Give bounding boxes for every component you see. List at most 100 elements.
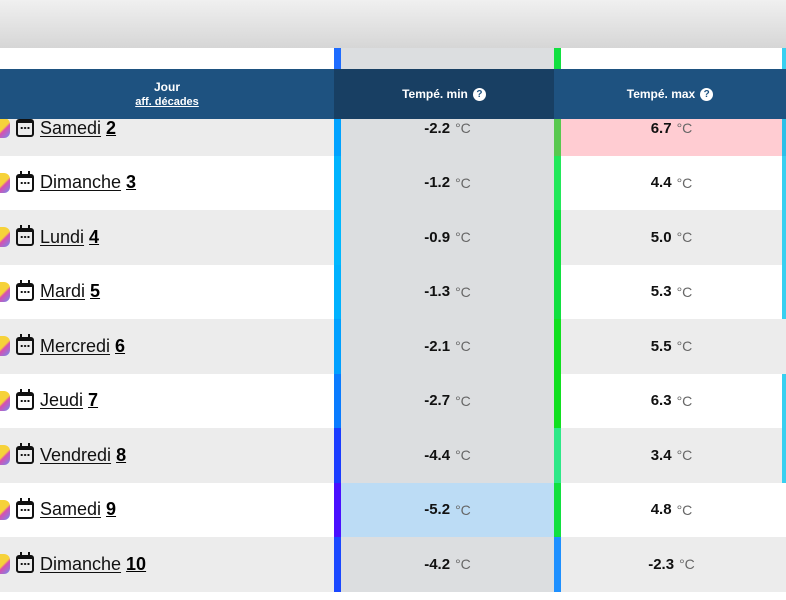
unit-label: °C (455, 283, 471, 300)
tmin-color-bar (334, 537, 341, 592)
unit-label: °C (676, 392, 693, 409)
day-link[interactable]: Jeudi (40, 390, 84, 411)
header-tmin-label: Tempé. min (402, 87, 468, 101)
tmin-value: -4.2 (424, 555, 451, 573)
right-color-bar (782, 210, 786, 265)
tmin-value: -2.7 (424, 392, 451, 410)
tmax-color-bar (554, 319, 561, 374)
tmax-value: -2.3 (648, 555, 675, 573)
right-color-bar (782, 101, 786, 156)
help-icon[interactable]: ? (700, 87, 714, 101)
tmax-cell: 5.5 °C (561, 319, 782, 374)
day-cell: Mardi 5 (0, 265, 100, 320)
calendar-icon[interactable] (16, 443, 34, 465)
tmax-color-bar (554, 264, 561, 319)
tmin-cell: -4.4 °C (341, 428, 554, 483)
tmin-color-bar (334, 373, 341, 428)
right-color-bar (782, 319, 786, 374)
tmax-color-bar (554, 155, 561, 210)
day-number[interactable]: 9 (106, 499, 117, 520)
unit-label: °C (676, 283, 693, 300)
tmax-value: 6.3 (650, 392, 672, 410)
day-link[interactable]: Vendredi (40, 444, 112, 465)
unit-label: °C (676, 338, 693, 355)
unit-label: °C (455, 556, 471, 573)
calendar-icon[interactable] (16, 334, 34, 356)
tmin-color-bar (334, 428, 341, 483)
tmax-cell: -2.3 °C (561, 537, 782, 592)
day-number[interactable]: 6 (115, 335, 126, 356)
unit-label: °C (455, 174, 471, 191)
day-link[interactable]: Mercredi (40, 335, 111, 356)
season-icon (0, 281, 10, 302)
unit-label: °C (455, 120, 471, 137)
tmax-color-bar (554, 373, 561, 428)
day-number[interactable]: 8 (116, 444, 127, 465)
right-color-bar (782, 264, 786, 319)
day-link[interactable]: Lundi (40, 226, 85, 247)
header-jour: Jour aff. décades (0, 69, 334, 119)
season-icon (0, 118, 10, 139)
tmin-color-bar (334, 101, 341, 156)
right-color-bar (782, 428, 786, 483)
decades-link[interactable]: aff. décades (135, 96, 199, 108)
tmin-value: -1.3 (424, 283, 451, 301)
day-number[interactable]: 4 (89, 226, 100, 247)
unit-label: °C (455, 392, 471, 409)
season-icon (0, 499, 10, 520)
tmax-cell: 5.3 °C (561, 265, 782, 320)
header-tmin: Tempé. min ? (334, 69, 554, 119)
unit-label: °C (676, 447, 693, 464)
tmax-color-bar (554, 482, 561, 537)
table-row: Vendredi 8 -4.4 °C 3.4 °C (0, 428, 786, 483)
tmax-value: 3.4 (650, 446, 672, 464)
tmin-cell: -1.2 °C (341, 155, 554, 210)
tmax-value: 5.5 (650, 337, 672, 355)
calendar-icon[interactable] (16, 170, 34, 192)
tmax-color-bar (554, 101, 561, 156)
header-jour-label: Jour (153, 80, 180, 94)
day-number[interactable]: 2 (106, 117, 117, 138)
tmin-cell: -0.9 °C (341, 210, 554, 265)
day-number[interactable]: 10 (126, 553, 147, 574)
header-tmax-label: Tempé. max (626, 87, 696, 101)
day-link[interactable]: Mardi (40, 281, 86, 302)
day-cell: Jeudi 7 (0, 374, 98, 429)
day-link[interactable]: Samedi (40, 117, 102, 138)
day-cell: Dimanche 3 (0, 156, 136, 211)
table-row: Jeudi 7 -2.7 °C 6.3 °C (0, 373, 786, 429)
season-icon (0, 227, 10, 248)
day-cell: Dimanche 10 (0, 537, 146, 592)
tmax-value: 4.4 (650, 174, 672, 192)
tmin-color-bar (334, 264, 341, 319)
tmin-color-bar (334, 210, 341, 265)
table-row: Mercredi 6 -2.1 °C 5.5 °C (0, 319, 786, 374)
day-cell: Lundi 4 (0, 210, 99, 265)
calendar-icon[interactable] (16, 225, 34, 247)
table-header: Jour aff. décades Tempé. min ? Tempé. ma… (0, 69, 786, 119)
season-icon (0, 554, 10, 575)
day-link[interactable]: Dimanche (40, 553, 122, 574)
day-number[interactable]: 5 (90, 281, 101, 302)
tmin-value: -2.1 (424, 337, 451, 355)
weather-table: Samedi 2 -2.2 °C 6.7 °C Dimanche 3 -1.2 °C 4.4 °C Lu… (0, 48, 786, 600)
calendar-icon[interactable] (16, 279, 34, 301)
calendar-icon[interactable] (16, 116, 34, 138)
day-number[interactable]: 7 (88, 390, 99, 411)
tmax-color-bar (554, 537, 561, 592)
tmin-value: -1.2 (424, 174, 451, 192)
help-icon[interactable]: ? (472, 87, 486, 101)
unit-label: °C (455, 501, 471, 518)
tmax-color-bar (554, 428, 561, 483)
day-link[interactable]: Dimanche (40, 172, 122, 193)
day-link[interactable]: Samedi (40, 499, 102, 520)
tmin-cell: -2.1 °C (341, 319, 554, 374)
browser-top-bar (0, 0, 786, 48)
header-tmax: Tempé. max ? (554, 69, 786, 119)
calendar-icon[interactable] (16, 552, 34, 574)
calendar-icon[interactable] (16, 497, 34, 519)
previous-row-partial (0, 48, 786, 69)
calendar-icon[interactable] (16, 388, 34, 410)
day-number[interactable]: 3 (126, 172, 137, 193)
tmin-cell: -2.7 °C (341, 373, 554, 428)
